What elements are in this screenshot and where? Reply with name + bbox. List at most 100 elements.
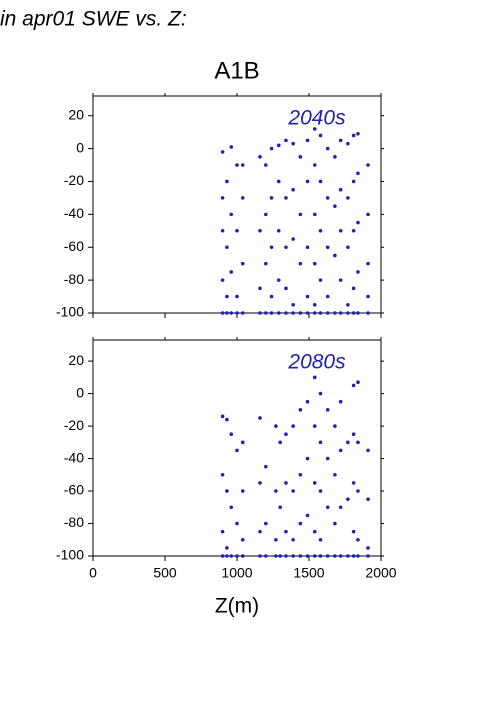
point (274, 554, 278, 558)
point (276, 229, 281, 233)
chart-title: A1B (214, 57, 259, 84)
point (351, 529, 356, 534)
point (366, 311, 370, 315)
point (366, 261, 370, 266)
point (291, 424, 295, 428)
point (351, 133, 356, 138)
point (351, 481, 356, 485)
y-tick-label: -40 (64, 449, 84, 465)
point (356, 270, 360, 274)
y-tick-label: -60 (64, 482, 84, 498)
point (305, 399, 310, 404)
point (276, 278, 281, 282)
point (298, 155, 303, 159)
point (298, 408, 303, 412)
x-tick-label: 500 (153, 565, 177, 581)
point (258, 529, 262, 534)
point (220, 278, 225, 282)
point (269, 196, 274, 200)
point (312, 481, 317, 485)
point (240, 440, 245, 445)
point (356, 311, 360, 315)
point (333, 472, 337, 477)
point (291, 187, 295, 192)
point (312, 375, 317, 380)
point (258, 311, 262, 315)
point (225, 311, 229, 315)
point (325, 408, 330, 412)
point (220, 472, 225, 477)
point (318, 554, 323, 558)
point (318, 133, 323, 138)
point (338, 311, 343, 315)
point (351, 286, 356, 291)
point (291, 554, 295, 558)
point (351, 311, 356, 315)
point (333, 554, 337, 558)
point (269, 146, 274, 151)
point (240, 554, 245, 558)
point (220, 196, 225, 200)
point (338, 187, 343, 192)
point (351, 229, 356, 233)
point (338, 229, 343, 233)
point (229, 212, 234, 217)
point (235, 229, 239, 233)
point (312, 261, 317, 266)
point (291, 141, 295, 146)
point (298, 521, 303, 526)
point (269, 245, 274, 250)
point (225, 179, 229, 184)
point (325, 294, 330, 299)
point (318, 311, 323, 315)
point (284, 432, 288, 436)
point (240, 489, 245, 493)
point (305, 456, 310, 461)
point (291, 237, 295, 241)
point (356, 489, 360, 493)
x-axis-label: Z(m) (215, 595, 259, 618)
point (284, 554, 288, 558)
point (333, 155, 337, 159)
point (240, 537, 245, 542)
point (325, 311, 330, 315)
y-tick-label: -60 (64, 238, 84, 254)
point (312, 529, 317, 534)
point (338, 554, 343, 558)
point (278, 554, 283, 558)
point (220, 529, 225, 534)
point (258, 481, 262, 485)
point (291, 302, 295, 307)
point (274, 424, 278, 428)
point (346, 302, 350, 307)
y-tick-label: -20 (64, 172, 84, 188)
point (305, 294, 310, 299)
point (258, 229, 262, 233)
point (264, 212, 268, 217)
point (284, 529, 288, 534)
point (318, 440, 323, 445)
point (351, 432, 356, 436)
y-tick-label: -80 (64, 514, 84, 530)
point (366, 212, 370, 217)
point (284, 286, 288, 291)
x-tick-label: 1500 (293, 565, 324, 581)
point (240, 311, 245, 315)
y-tick-label: -100 (56, 547, 84, 563)
point (284, 245, 288, 250)
point (269, 311, 274, 315)
point (298, 311, 303, 315)
point (356, 380, 360, 385)
point (291, 489, 295, 493)
point (346, 440, 350, 445)
point (240, 261, 245, 266)
point (346, 311, 350, 315)
point (229, 145, 234, 149)
point (346, 196, 350, 200)
point (333, 253, 337, 258)
point (333, 424, 337, 428)
point (366, 294, 370, 299)
point (225, 294, 229, 299)
point (220, 150, 225, 154)
